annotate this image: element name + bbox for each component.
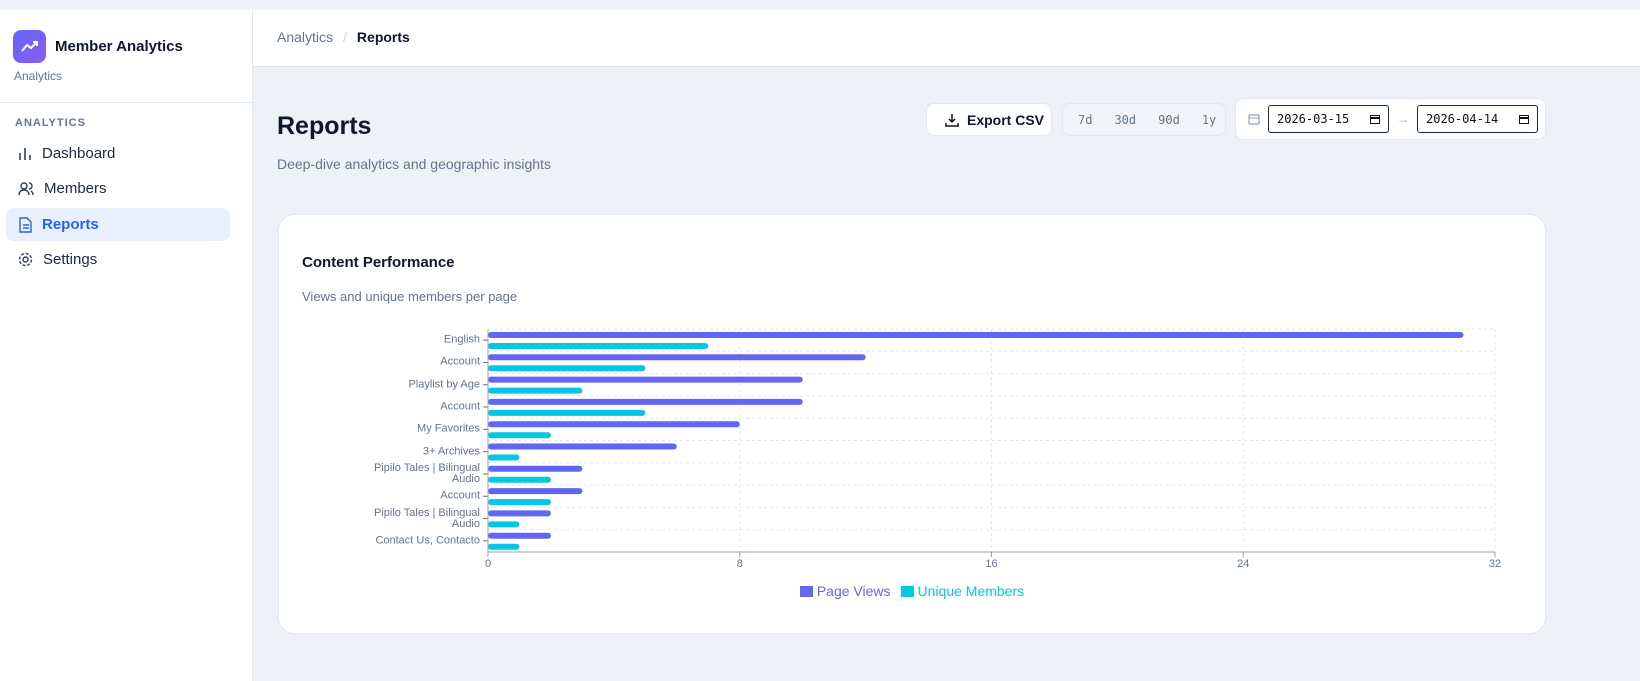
range-group: 7d 30d 90d 1y bbox=[1062, 103, 1226, 136]
bar bbox=[488, 398, 803, 405]
date-input[interactable]: 2026-04-14 bbox=[1417, 105, 1538, 133]
icon bbox=[1370, 115, 1380, 124]
nav-item[interactable]: Dashboard bbox=[6, 137, 230, 170]
arrow: → bbox=[1397, 112, 1409, 126]
bar bbox=[488, 499, 551, 506]
bar bbox=[488, 443, 677, 450]
x-tick-label: 0 bbox=[485, 558, 491, 570]
crumb: Reports bbox=[356, 29, 410, 45]
y-tick-label: English bbox=[443, 333, 480, 346]
legend-swatch bbox=[799, 585, 813, 597]
icon bbox=[18, 252, 33, 267]
y-tick-label: 3+ Archives bbox=[422, 445, 480, 458]
bar bbox=[488, 543, 520, 550]
x-tick-label: 16 bbox=[985, 558, 997, 570]
bar bbox=[488, 409, 646, 416]
bar bbox=[488, 432, 551, 439]
icon bbox=[19, 147, 31, 160]
bar bbox=[488, 532, 551, 539]
icon bbox=[18, 181, 34, 195]
y-tick-label: Pipilo Tales | Bilingual Audio bbox=[374, 506, 480, 530]
crumb-sep: / bbox=[343, 29, 347, 45]
logo-icon bbox=[21, 41, 38, 52]
brand: Member Analytics bbox=[55, 38, 183, 55]
range-button[interactable]: 30d bbox=[1114, 112, 1137, 127]
legend-label: Unique Members bbox=[917, 583, 1025, 599]
chart: 0 8 16 24 32 bbox=[483, 328, 1501, 570]
bar bbox=[488, 387, 583, 394]
nav-section: ANALYTICS bbox=[15, 117, 86, 129]
date-input[interactable]: 2026-03-15 bbox=[1268, 105, 1389, 133]
logo bbox=[13, 30, 46, 63]
nav-label: Reports bbox=[42, 216, 99, 233]
crumb[interactable]: Analytics bbox=[277, 29, 334, 45]
range-button[interactable]: 7d bbox=[1078, 112, 1093, 127]
y-tick-label: Pipilo Tales | Bilingual Audio bbox=[374, 461, 480, 485]
page-subtitle: Deep-dive analytics and geographic insig… bbox=[277, 156, 551, 172]
legend-label: Page Views bbox=[816, 583, 891, 599]
icon bbox=[1519, 115, 1529, 124]
divider bbox=[0, 102, 252, 103]
x-tick-label: 24 bbox=[1237, 558, 1249, 570]
bar bbox=[488, 521, 520, 528]
nav-item[interactable]: Settings bbox=[6, 243, 230, 276]
legend-item: Page Views bbox=[799, 583, 891, 599]
icon bbox=[1248, 114, 1260, 125]
bar bbox=[488, 510, 551, 517]
nav-label: Members bbox=[44, 180, 107, 197]
date-value: 2026-03-15 bbox=[1277, 112, 1350, 126]
bar bbox=[488, 488, 583, 495]
bar bbox=[488, 365, 646, 372]
range-button[interactable]: 1y bbox=[1201, 112, 1217, 127]
bar bbox=[488, 343, 709, 349]
nav-item[interactable]: Reports bbox=[6, 208, 230, 241]
legend: Page Views Unique Members bbox=[279, 583, 1545, 599]
topbar: Analytics / Reports bbox=[253, 10, 1640, 67]
legend-item: Unique Members bbox=[900, 583, 1025, 599]
date-value: 2026-04-14 bbox=[1426, 112, 1499, 126]
bar bbox=[488, 465, 583, 472]
card-subtitle: Views and unique members per page bbox=[302, 289, 518, 304]
nav-label: Settings bbox=[43, 251, 98, 268]
breadcrumb: Analytics / Reports bbox=[277, 29, 410, 45]
bar bbox=[488, 332, 1464, 338]
y-tick-label: My Favorites bbox=[417, 422, 480, 435]
y-tick-label: Playlist by Age bbox=[408, 378, 480, 391]
bar bbox=[488, 376, 803, 383]
x-tick-label: 8 bbox=[737, 558, 743, 570]
y-tick-label: Contact Us, Contacto bbox=[375, 534, 480, 547]
legend-swatch bbox=[900, 585, 914, 597]
range-button[interactable]: 90d bbox=[1158, 112, 1180, 127]
icon bbox=[945, 113, 959, 127]
brand-sub: Analytics bbox=[14, 69, 63, 83]
date-range: 2026-03-15 → 2026-04-14 bbox=[1235, 98, 1546, 140]
chart-card: Content Performance Views and unique mem… bbox=[278, 214, 1546, 634]
card-title: Content Performance bbox=[302, 254, 455, 271]
y-tick-label: Account bbox=[440, 355, 480, 368]
nav-label: Dashboard bbox=[42, 145, 116, 162]
bar bbox=[488, 354, 866, 361]
x-tick-label: 32 bbox=[1489, 558, 1501, 570]
bar bbox=[488, 454, 520, 461]
bar bbox=[488, 476, 551, 483]
y-tick-label: Account bbox=[440, 489, 480, 502]
bar bbox=[488, 421, 740, 428]
nav-item[interactable]: Members bbox=[6, 172, 230, 205]
top-strip bbox=[0, 0, 1640, 10]
y-tick-label: Account bbox=[440, 400, 480, 413]
page-title: Reports bbox=[277, 112, 372, 140]
sidebar: Member Analytics Analytics ANALYTICS Das… bbox=[0, 10, 253, 681]
icon bbox=[19, 216, 32, 233]
export-label: Export CSV bbox=[967, 111, 1045, 128]
export-button[interactable]: Export CSV bbox=[926, 103, 1052, 136]
